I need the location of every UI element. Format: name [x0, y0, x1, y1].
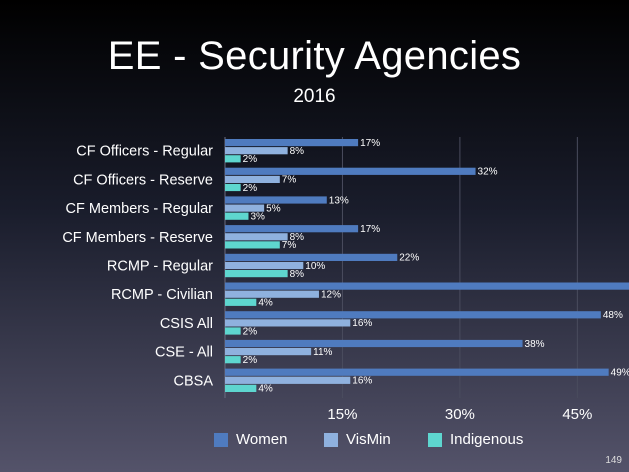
- bar-women: [225, 253, 398, 261]
- chart-subtitle: 2016: [293, 86, 336, 107]
- bar-value-label: 10%: [305, 261, 325, 272]
- bar-value-label: 17%: [360, 224, 380, 235]
- bar-indigenous: [225, 270, 288, 278]
- bar-indigenous: [225, 356, 241, 364]
- legend-swatch: [214, 432, 228, 447]
- bar-vismin: [225, 319, 351, 327]
- bar-value-label: 3%: [250, 212, 265, 223]
- value-labels: 17%8%2%32%7%2%13%5%3%17%8%7%22%10%8%52%1…: [243, 138, 629, 395]
- bar-vismin: [225, 147, 288, 155]
- legend-swatch: [428, 432, 442, 447]
- bar-value-label: 4%: [258, 298, 273, 309]
- legend-item-indigenous: Indigenous: [428, 431, 523, 448]
- category-label: RCMP - Civilian: [111, 287, 213, 303]
- bar-vismin: [225, 290, 319, 298]
- bar-women: [225, 368, 609, 376]
- bar-vismin: [225, 204, 265, 212]
- category-labels: CF Officers - Regular CF Officers - Reser…: [62, 144, 213, 390]
- legend-label: Indigenous: [450, 431, 524, 448]
- bar-value-label: 8%: [290, 146, 305, 157]
- bar-indigenous: [225, 298, 257, 306]
- bar-value-label: 11%: [313, 347, 332, 358]
- category-label: CSIS All: [160, 316, 213, 332]
- bar-value-label: 2%: [243, 183, 258, 194]
- bar-value-label: 49%: [611, 368, 629, 379]
- bar-vismin: [225, 175, 280, 183]
- bar-value-label: 2%: [243, 355, 258, 366]
- legend-item-vismin: VisMin: [324, 431, 391, 448]
- bar-value-label: 5%: [266, 203, 281, 214]
- bar-value-label: 7%: [282, 240, 297, 251]
- legend-label: Women: [236, 431, 288, 448]
- bar-value-label: 2%: [243, 326, 258, 337]
- bar-value-label: 16%: [352, 318, 372, 329]
- legend-swatch: [324, 432, 338, 447]
- bar-women: [225, 282, 629, 290]
- bar-women: [225, 225, 359, 233]
- bar-indigenous: [225, 212, 249, 220]
- x-axis-ticks: 15%30%45%60%: [327, 406, 592, 423]
- bar-indigenous: [225, 183, 241, 192]
- bar-value-label: 13%: [329, 195, 349, 206]
- x-tick-label: 45%: [562, 406, 592, 423]
- bars: [225, 139, 629, 392]
- bar-vismin: [225, 376, 351, 384]
- bar-value-label: 2%: [243, 154, 258, 165]
- bar-value-label: 8%: [290, 232, 305, 243]
- bar-women: [225, 167, 476, 175]
- bar-women: [225, 339, 523, 348]
- bar-value-label: 8%: [290, 269, 305, 280]
- bar-value-label: 16%: [352, 376, 372, 387]
- category-label: RCMP - Regular: [107, 259, 213, 275]
- bar-value-label: 38%: [525, 339, 545, 350]
- category-label: CSE - All: [155, 345, 213, 361]
- bar-vismin: [225, 261, 304, 270]
- bar-value-label: 17%: [360, 138, 380, 149]
- legend-item-women: Women: [214, 431, 287, 448]
- bar-indigenous: [225, 384, 257, 392]
- category-label: CF Officers - Regular: [76, 144, 213, 160]
- category-label: CF Officers - Reserve: [73, 172, 213, 188]
- page-number: 149: [605, 455, 622, 466]
- bar-women: [225, 139, 359, 147]
- category-label: CBSA: [174, 373, 214, 389]
- bar-value-label: 7%: [282, 175, 297, 186]
- chart-title: EE - Security Agencies: [107, 34, 522, 78]
- category-label: CF Members - Regular: [66, 201, 214, 217]
- bar-indigenous: [225, 241, 280, 249]
- bar-value-label: 22%: [399, 253, 419, 264]
- x-tick-label: 30%: [445, 406, 475, 423]
- bar-value-label: 4%: [258, 384, 273, 395]
- bar-indigenous: [225, 155, 241, 163]
- category-label: CF Members - Reserve: [62, 230, 213, 246]
- bar-indigenous: [225, 327, 241, 335]
- bar-women: [225, 196, 327, 204]
- bar-women: [225, 311, 601, 319]
- bar-value-label: 48%: [603, 310, 623, 321]
- bar-vismin: [225, 348, 312, 356]
- legend-label: VisMin: [346, 431, 391, 448]
- bar-value-label: 12%: [321, 290, 341, 301]
- x-tick-label: 15%: [327, 406, 357, 423]
- legend: Women VisMin Indigenous: [0, 431, 629, 451]
- bar-value-label: 32%: [478, 167, 498, 178]
- bar-vismin: [225, 233, 288, 241]
